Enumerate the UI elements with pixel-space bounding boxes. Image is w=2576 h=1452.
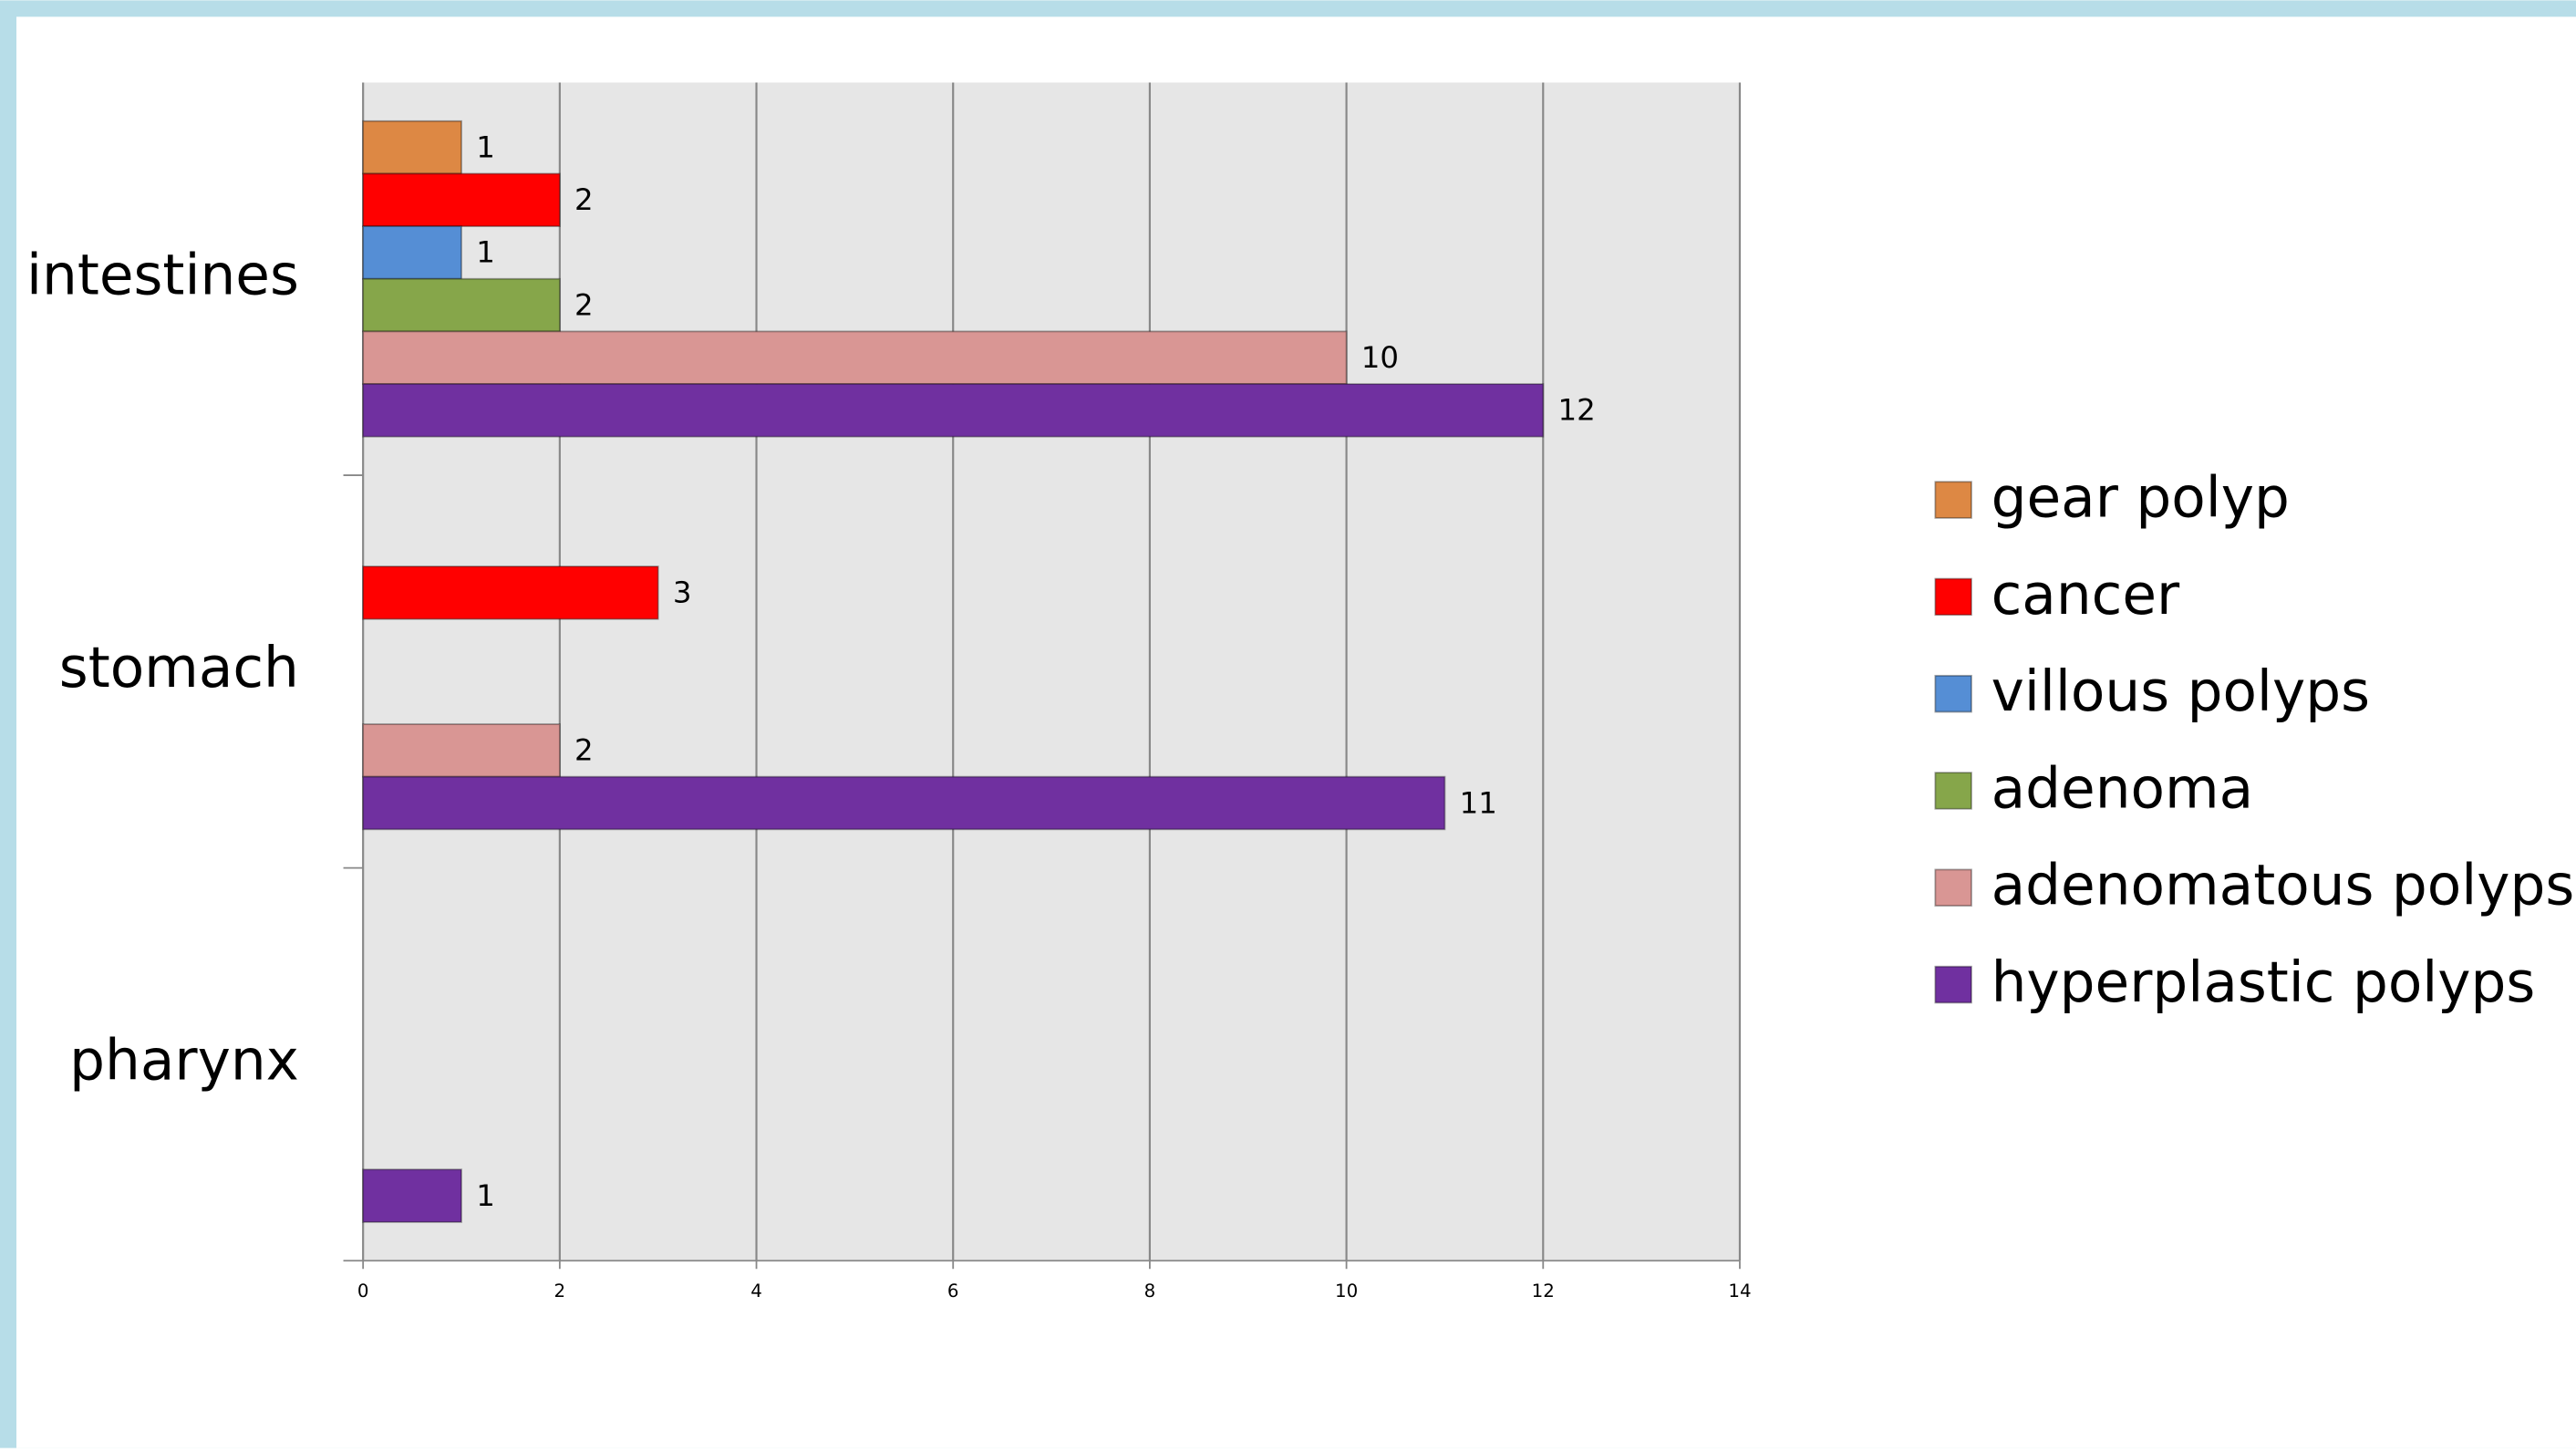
bar xyxy=(362,1168,462,1223)
x-tick-label: 2 xyxy=(554,1281,566,1302)
legend-label: adenoma xyxy=(1991,756,2254,821)
bar xyxy=(362,775,1446,831)
legend-swatch xyxy=(1934,772,1972,810)
bar xyxy=(362,565,659,620)
data-label: 2 xyxy=(574,733,594,768)
data-label: 11 xyxy=(1460,785,1497,820)
legend-label: hyperplastic polyps xyxy=(1991,950,2536,1015)
x-tick-label: 6 xyxy=(947,1281,959,1302)
x-tick-label: 12 xyxy=(1532,1281,1555,1302)
data-label: 10 xyxy=(1361,340,1399,375)
bar xyxy=(362,119,462,175)
legend-swatch xyxy=(1934,965,1972,1004)
y-tick-label: pharynx xyxy=(69,1029,299,1094)
legend-label: adenomatous polyps xyxy=(1991,854,2575,918)
plot-area xyxy=(363,82,1740,1261)
x-tick-label: 14 xyxy=(1728,1281,1751,1302)
legend-swatch xyxy=(1934,577,1972,617)
bar xyxy=(362,172,561,227)
legend-swatch xyxy=(1934,868,1972,907)
data-label: 3 xyxy=(673,576,692,610)
bar xyxy=(362,330,1348,385)
data-label: 1 xyxy=(476,235,495,270)
data-label: 12 xyxy=(1557,393,1595,428)
bar xyxy=(362,277,561,333)
x-tick-label: 0 xyxy=(357,1281,369,1302)
x-tick-label: 8 xyxy=(1144,1281,1156,1302)
legend-label: gear polyp xyxy=(1991,465,2290,530)
legend-label: villous polyps xyxy=(1991,659,2370,724)
data-label: 1 xyxy=(476,130,495,164)
data-label: 2 xyxy=(574,182,594,217)
data-label: 1 xyxy=(476,1178,495,1213)
bar xyxy=(362,383,1545,438)
bar xyxy=(362,723,561,778)
legend-swatch xyxy=(1934,481,1972,519)
x-tick-label: 4 xyxy=(750,1281,762,1302)
y-tick-label: intestines xyxy=(26,243,299,307)
legend-swatch xyxy=(1934,674,1972,713)
x-tick-label: 10 xyxy=(1335,1281,1358,1302)
y-tick-label: stomach xyxy=(59,636,299,700)
data-label: 2 xyxy=(574,287,594,322)
legend-label: cancer xyxy=(1991,563,2180,627)
bar xyxy=(362,225,462,280)
